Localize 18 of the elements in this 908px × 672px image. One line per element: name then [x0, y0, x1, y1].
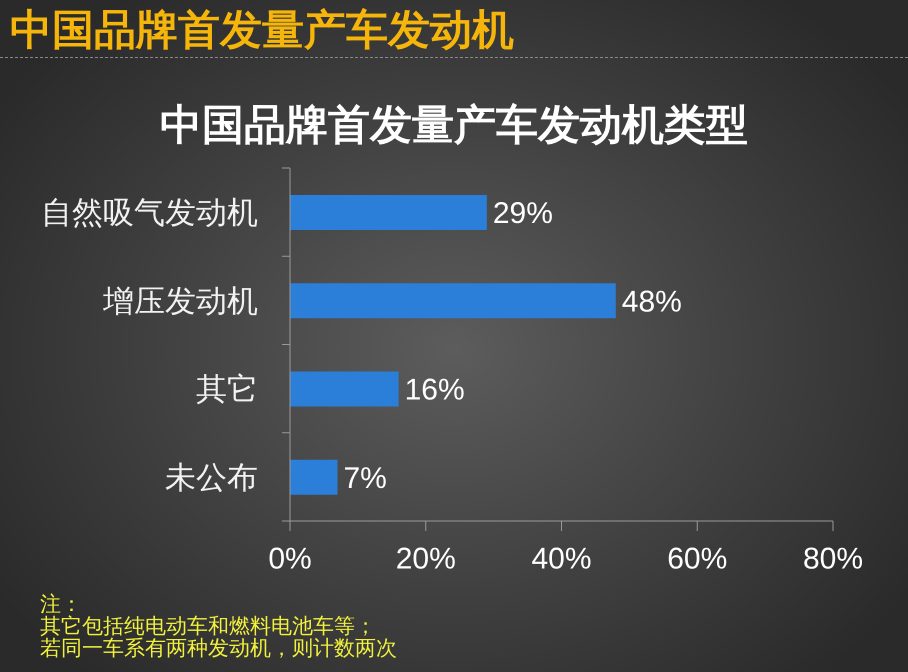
x-tick-label: 20% [396, 542, 456, 576]
y-tick-label: 未公布 [165, 459, 258, 494]
chart-subtitle: 中国品牌首发量产车发动机类型 [160, 101, 748, 148]
data-label: 16% [404, 374, 465, 407]
y-tick-label: 其它 [196, 371, 258, 406]
y-tick-label: 自然吸气发动机 [41, 194, 258, 230]
text: 注： [40, 593, 82, 616]
data-label: 7% [344, 462, 387, 495]
x-tick-label: 0% [268, 542, 312, 576]
text: 其它包括纯电动车和燃料电池车等； [40, 615, 376, 638]
x-tick-label: 60% [667, 542, 728, 576]
data-label: 48% [622, 285, 682, 318]
chart-title: 中国品牌首发量产车发动机 [10, 6, 514, 53]
text: 若同一车系有两种发动机，则计数两次 [40, 637, 397, 660]
y-tick-label: 增压发动机 [102, 282, 258, 318]
x-tick-label: 80% [802, 542, 864, 576]
x-tick-label: 40% [531, 542, 592, 576]
data-label: 29% [492, 197, 553, 230]
